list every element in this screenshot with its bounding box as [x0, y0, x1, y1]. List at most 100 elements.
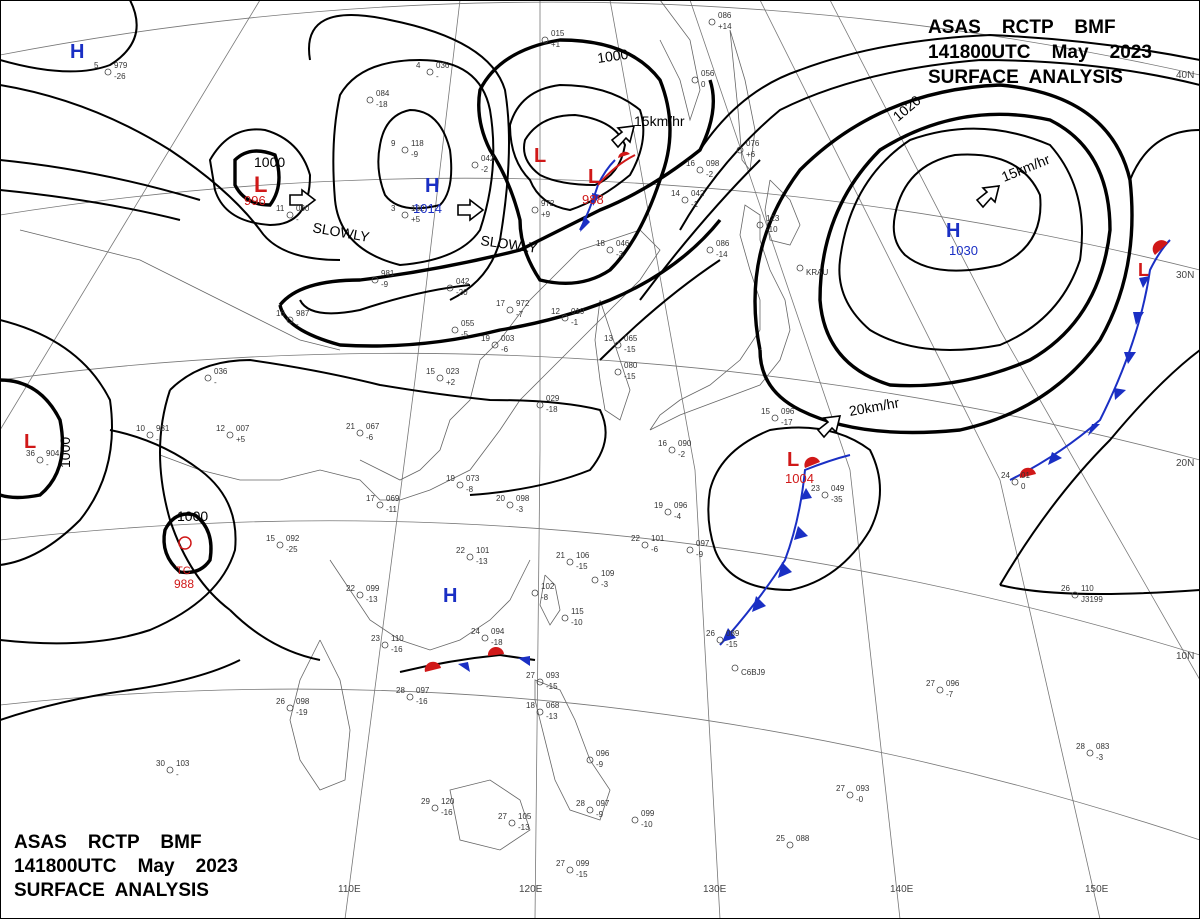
station-circle	[668, 446, 676, 454]
station-plot: 29 120 -16	[421, 797, 455, 817]
station-plot: 24 094 -18	[471, 627, 505, 647]
station-temperature: 27	[926, 679, 935, 688]
station-tendency: -	[436, 72, 439, 81]
isobar	[508, 83, 645, 212]
isobar	[159, 389, 231, 611]
isobar	[0, 84, 341, 261]
station-temperature: 22	[631, 534, 640, 543]
station-plot: 28 097 -16	[396, 686, 430, 706]
station-plot: 036 -	[204, 367, 228, 387]
station-pressure: 056	[701, 69, 715, 78]
station-plot: 4 036 -	[416, 61, 450, 81]
cold-front-triangle	[458, 662, 470, 672]
station-plot: 14 042 -1	[671, 189, 705, 209]
station-pressure: 904	[46, 449, 60, 458]
warm-front	[597, 154, 636, 186]
cold-front-triangle	[518, 656, 530, 666]
motion-arrow	[610, 125, 636, 149]
station-pressure: 084	[376, 89, 390, 98]
station-tendency: -25	[286, 545, 298, 554]
station-pressure: 003	[501, 334, 515, 343]
station-tendency: -18	[376, 100, 388, 109]
station-pressure: 023	[446, 367, 460, 376]
cold-front-triangle	[1124, 352, 1136, 364]
warm-front-bump	[1152, 240, 1168, 255]
motion-label: 15km/hr	[634, 113, 685, 129]
station-pressure: 030	[296, 204, 310, 213]
station-plot: 16 987 -	[276, 309, 310, 329]
station-plot: 042-2	[471, 154, 495, 174]
meridian-140e	[689, 0, 901, 919]
isobar	[169, 358, 607, 496]
station-tendency: -16	[416, 697, 428, 706]
station-tendency: J3199	[1081, 595, 1103, 604]
station-pressure: 099	[576, 859, 590, 868]
station-temperature: 16	[658, 439, 667, 448]
station-circle	[566, 866, 574, 874]
isobar	[699, 33, 1200, 151]
station-plot: 084-18	[366, 89, 390, 109]
station-pressure: 086	[718, 11, 732, 20]
station-circle	[371, 276, 379, 284]
station-plot: 015+1	[541, 29, 565, 49]
station-pressure: 015	[551, 29, 565, 38]
station-tendency: -15	[726, 640, 738, 649]
station-temperature: 12	[551, 307, 560, 316]
station-tendency: -10	[571, 618, 583, 627]
low-center: L	[254, 172, 267, 197]
station-plot: KRAU	[796, 264, 828, 277]
station-pressure: 102	[541, 582, 555, 591]
cold-front-triangle	[1139, 276, 1150, 288]
station-temperature: 9	[391, 139, 396, 148]
station-pressure: 097	[416, 686, 430, 695]
lon-label: 120E	[519, 884, 543, 895]
station-circle	[731, 664, 739, 672]
station-plot: C6BJ9	[731, 664, 766, 677]
cold-front-triangle	[794, 526, 808, 540]
station-tendency: -9	[596, 810, 604, 819]
indochina-coast	[289, 639, 351, 791]
station-tendency: +14	[718, 22, 732, 31]
station-plot: 27 105 -13	[498, 812, 532, 832]
station-temperature: 20	[496, 494, 505, 503]
station-temperature: 15	[266, 534, 275, 543]
station-temperature: 19	[654, 501, 663, 510]
station-tendency: +1	[551, 40, 561, 49]
station-circle	[541, 36, 549, 44]
station-pressure: 120	[441, 797, 455, 806]
isobar	[999, 584, 1200, 595]
station-temperature: 30	[156, 759, 165, 768]
station-circle	[641, 541, 649, 549]
station-plot: 21 106 -15	[556, 551, 590, 571]
lon-label: 130E	[703, 884, 727, 895]
station-pressure: 067	[366, 422, 380, 431]
high-center: H	[425, 175, 439, 197]
isobar	[599, 259, 721, 361]
cold-front-triangle	[752, 596, 766, 612]
station-plot: 13 065 -15	[604, 334, 638, 354]
station-plot: 20 098 -3	[496, 494, 530, 514]
isobar	[0, 189, 181, 221]
borneo-coast	[449, 779, 531, 851]
station-tendency: -18	[491, 638, 503, 647]
cold-front-triangle	[800, 488, 812, 500]
station-pressure: 099	[366, 584, 380, 593]
station-circle	[508, 819, 516, 827]
station-circle	[531, 589, 539, 597]
high-center-value: 1014	[413, 201, 442, 216]
station-tendency: -2	[706, 170, 714, 179]
station-temperature: 16	[686, 159, 695, 168]
station-temperature: 23	[811, 484, 820, 493]
motion-arrow	[816, 415, 842, 439]
station-temperature: 27	[556, 859, 565, 868]
header-top-line2: 141800UTC May 2023	[928, 42, 1152, 63]
warm-front-bump	[1019, 467, 1036, 478]
station-circle	[491, 341, 499, 349]
station-tendency: -	[156, 435, 159, 444]
station-circle	[821, 491, 829, 499]
station-pressure: 106	[576, 551, 590, 560]
station-pressure: 987	[296, 309, 310, 318]
station-plot: 115-10	[561, 607, 584, 627]
station-plot: 123-10	[756, 214, 780, 234]
isobar-label: 1000	[254, 154, 285, 170]
